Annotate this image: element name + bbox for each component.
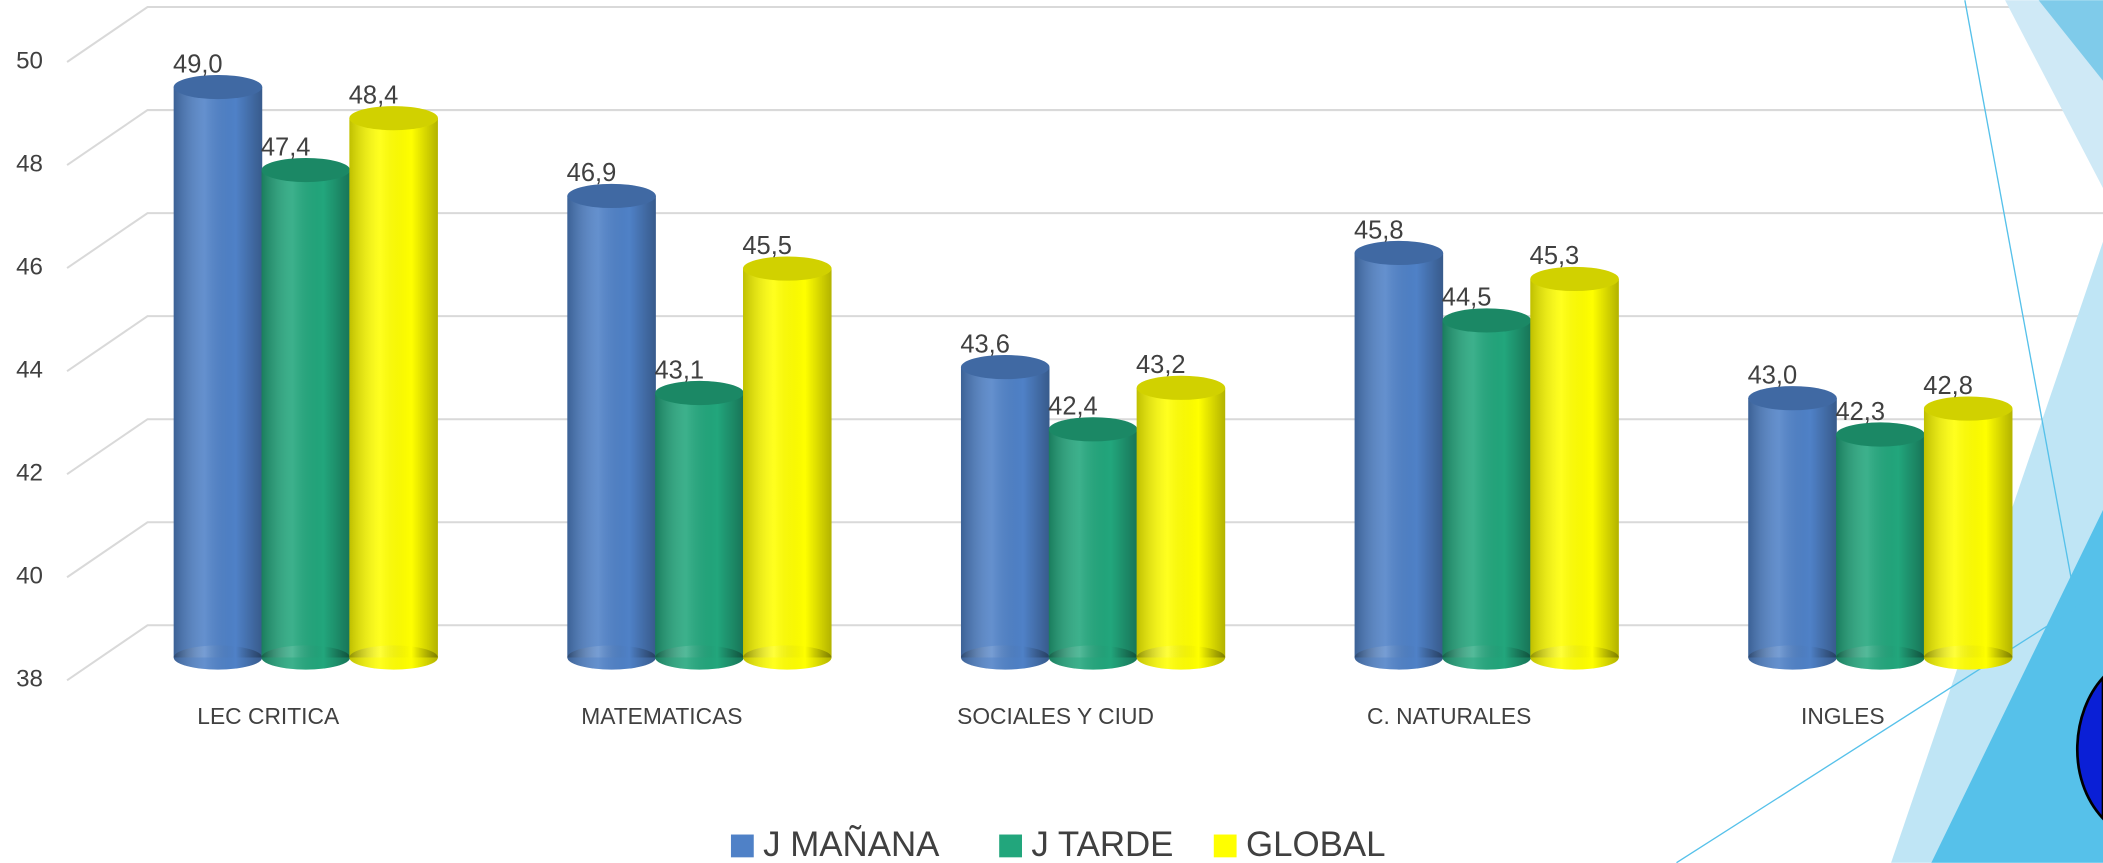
data-label: 42,8 (1923, 372, 1973, 400)
bar-shade (1748, 386, 1837, 410)
bar-shade (1748, 645, 1837, 669)
data-label: 42,3 (1835, 398, 1885, 426)
cylinder (1748, 386, 1837, 669)
bar-shade (743, 269, 832, 658)
bar-shade (349, 106, 438, 130)
bar-shade (1442, 320, 1531, 657)
cylinder (1530, 267, 1619, 670)
x-tick-label: SOCIALES Y CIUD (957, 703, 1154, 729)
cylinder (1137, 376, 1226, 670)
bar-shade (1355, 253, 1444, 658)
cylinder (349, 106, 438, 669)
bar-shade (262, 158, 351, 182)
x-tick-label: INGLES (1801, 703, 1885, 729)
data-label: 44,5 (1442, 284, 1492, 312)
data-label: 45,8 (1354, 216, 1404, 244)
cylinder (1355, 241, 1444, 670)
y-tick-label: 42 (16, 460, 43, 487)
bar-shade (174, 75, 263, 99)
cylinder (174, 75, 263, 670)
y-tick-label: 38 (16, 666, 43, 693)
data-label: 47,4 (261, 133, 311, 161)
bar-shade (1836, 645, 1925, 669)
bar-shade (1355, 241, 1444, 265)
grid-line (67, 7, 2103, 62)
bar-shade (1530, 645, 1619, 669)
cylinder (567, 184, 656, 670)
cylinder (1049, 417, 1138, 669)
bar-shade (1049, 429, 1138, 657)
cylinder (743, 256, 832, 669)
data-label: 46,9 (567, 159, 617, 187)
legend-label: J TARDE (1031, 825, 1173, 863)
x-tick-label: LEC CRITICA (197, 703, 340, 729)
bar-shade (961, 645, 1050, 669)
bar-shade (174, 645, 263, 669)
data-label: 45,5 (742, 232, 792, 260)
bar-shade (961, 367, 1050, 657)
y-tick-label: 50 (16, 47, 43, 74)
bar-shade (743, 256, 832, 280)
data-label: 43,0 (1748, 361, 1798, 389)
x-tick-label: C. NATURALES (1367, 703, 1531, 729)
legend-swatch (1214, 835, 1237, 858)
data-label: 43,2 (1136, 351, 1186, 379)
bar-shade (1137, 645, 1226, 669)
bar-shade (349, 118, 438, 657)
bar-shade (743, 645, 832, 669)
cylinder (1442, 308, 1531, 669)
bar-shade (1355, 645, 1444, 669)
bar-shade (1924, 396, 2013, 420)
y-tick-label: 46 (16, 253, 43, 280)
bar-shade (655, 393, 744, 657)
bar-shade (1530, 267, 1619, 291)
bar-shade (1049, 645, 1138, 669)
legend: J MAÑANA J TARDE GLOBAL (731, 825, 1386, 863)
bar-shade (655, 381, 744, 405)
bar-shade (567, 645, 656, 669)
bar-shade (1442, 645, 1531, 669)
legend-swatch (731, 835, 754, 858)
legend-label: J MAÑANA (763, 825, 940, 863)
bar-shade (174, 87, 263, 657)
data-label: 42,4 (1048, 393, 1098, 421)
bar-shade (1748, 398, 1837, 657)
bar-shade (262, 645, 351, 669)
bar-shade (1530, 279, 1619, 658)
cylinder (961, 355, 1050, 670)
bar-shade (1836, 422, 1925, 446)
data-label: 49,0 (173, 50, 223, 78)
y-tick-label: 44 (16, 357, 43, 384)
bar-shade (567, 184, 656, 208)
bar-shade (1442, 308, 1531, 332)
bar-shade (1137, 376, 1226, 400)
bar-shade (262, 170, 351, 657)
bar-shade (1924, 409, 2013, 658)
bar-shade (961, 355, 1050, 379)
cylinder (1836, 422, 1925, 669)
cylinder (655, 381, 744, 670)
bar-shade (1836, 434, 1925, 657)
data-label: 43,1 (655, 356, 705, 384)
y-tick-label: 48 (16, 150, 43, 177)
y-tick-label: 40 (16, 563, 43, 590)
data-label: 43,6 (960, 330, 1010, 358)
bar-shade (1049, 417, 1138, 441)
legend-label: GLOBAL (1246, 825, 1386, 863)
chart: 38 40 42 44 46 48 50 LEC CRITICA 49,0 47,4 48,4 MAT… (0, 0, 2103, 863)
data-label: 45,3 (1530, 242, 1580, 270)
data-label: 48,4 (349, 81, 399, 109)
bar-shade (567, 196, 656, 658)
x-tick-label: MATEMATICAS (581, 703, 742, 729)
bar-shade (1924, 645, 2013, 669)
bar-shade (349, 645, 438, 669)
bar-shade (1137, 388, 1226, 658)
cylinder (262, 158, 351, 670)
cylinder (1924, 396, 2013, 669)
bar-shade (655, 645, 744, 669)
legend-swatch (999, 835, 1022, 858)
